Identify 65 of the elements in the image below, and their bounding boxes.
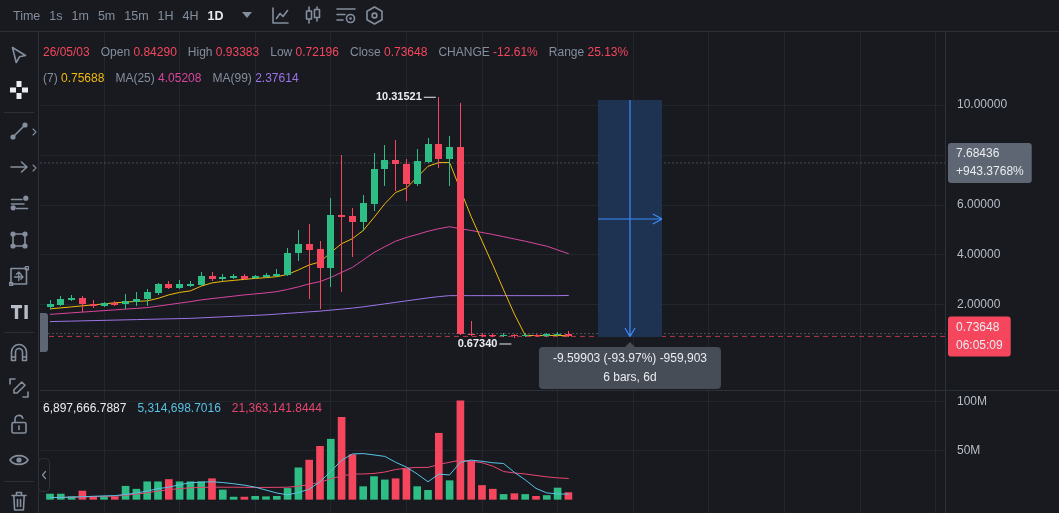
ref-line-label: 0.73648 [956, 319, 1000, 334]
bar [229, 496, 238, 500]
text: 15m [124, 8, 149, 23]
y-tick-label: 2.00000 [957, 297, 1001, 312]
annotation: (7) 0.75688 [43, 71, 105, 86]
bar [370, 476, 378, 500]
bar [542, 495, 551, 500]
bar [305, 459, 314, 500]
bar [521, 494, 530, 500]
text: +943.3768% [956, 164, 1025, 179]
bar [456, 400, 465, 500]
annotation: Close 0.73648 [349, 45, 428, 60]
bar [218, 489, 227, 500]
bar [467, 460, 476, 500]
y-tick-label: 10.00000 [957, 97, 1008, 112]
bar [359, 486, 368, 500]
text: 5m [97, 8, 116, 23]
annotation: 5,314,698.7016 [137, 401, 221, 416]
bar [413, 486, 422, 500]
annotation: 6,897,666.7887 [43, 401, 127, 416]
annotation: Range 25.13% [548, 45, 629, 60]
bar [316, 446, 324, 500]
annotation: 21,363,141.8444 [231, 401, 322, 416]
bar [402, 468, 411, 500]
annotation: MA(99) 2.37614 [212, 71, 299, 86]
bar [326, 438, 335, 500]
annotation: 10.31521 [375, 90, 422, 103]
text: Time [13, 8, 41, 23]
bar [424, 490, 432, 500]
text: 1m [71, 8, 89, 23]
bar [445, 480, 454, 500]
bar [532, 495, 540, 500]
bar [488, 488, 497, 500]
bar [262, 496, 270, 500]
text: 06:05:09 [956, 337, 1004, 352]
annotation: MA(25) 4.05208 [115, 71, 202, 86]
text: 1H [157, 8, 174, 23]
text: 4H [182, 8, 199, 23]
annotation: CHANGE -12.61% [438, 45, 538, 60]
candlestick [306, 224, 313, 299]
text: 1D [207, 8, 224, 23]
bar [510, 493, 519, 500]
y-tick-label: 50M [957, 442, 981, 457]
bar [478, 485, 486, 500]
text: 1s [49, 8, 63, 23]
bar [499, 494, 508, 500]
bar [391, 478, 400, 500]
tooltip: -9.59903 (-93.97%) -959,903 6 bars, 6d [538, 342, 721, 389]
y-tick-label: 6.00000 [957, 197, 1001, 212]
annotation: Open 0.84290 [100, 45, 177, 60]
y-tick-label: 100M [957, 394, 988, 409]
annotation: Low 0.72196 [270, 45, 339, 60]
bar [240, 496, 249, 500]
candlestick [392, 140, 399, 191]
bar [272, 495, 281, 500]
y-tick-label: 4.00000 [957, 247, 1001, 262]
bar [434, 432, 443, 500]
candlestick [338, 155, 345, 292]
bar [380, 479, 389, 500]
annotation: -9.59903 (-93.97%) -959,903 [552, 350, 708, 367]
annotation: High 0.93383 [187, 45, 260, 60]
annotation: 0.67340 [457, 337, 498, 350]
annotation: 26/05/03 [43, 45, 90, 60]
bar [251, 495, 260, 500]
ref-line-label: 7.68436 [956, 146, 1000, 161]
